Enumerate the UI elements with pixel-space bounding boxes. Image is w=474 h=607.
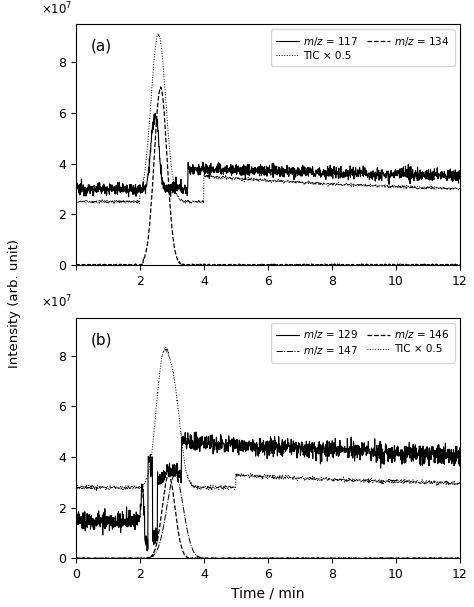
TIC × 0.5 <box>73 198 79 206</box>
$m/z$ = 117 <box>153 110 158 117</box>
$m/z$ = 146 <box>73 554 79 561</box>
Line: TIC × 0.5: TIC × 0.5 <box>76 33 460 204</box>
$m/z$ = 147 <box>201 555 206 562</box>
$m/z$ = 134 <box>73 261 79 268</box>
$m/z$ = 117 <box>237 166 242 173</box>
TIC × 0.5 <box>292 475 298 482</box>
TIC × 0.5 <box>155 30 161 37</box>
$m/z$ = 147 <box>457 555 463 562</box>
$m/z$ = 147 <box>172 471 178 478</box>
TIC × 0.5 <box>251 473 257 480</box>
$m/z$ = 134 <box>251 261 257 268</box>
Text: ×10$^7$: ×10$^7$ <box>41 1 72 17</box>
TIC × 0.5 <box>245 176 250 183</box>
Text: Intensity (arb. unit): Intensity (arb. unit) <box>8 239 21 368</box>
$m/z$ = 117 <box>457 167 463 174</box>
$m/z$ = 134 <box>158 83 164 90</box>
$m/z$ = 117 <box>73 186 79 193</box>
$m/z$ = 129 <box>118 524 124 531</box>
$m/z$ = 146 <box>292 555 298 562</box>
TIC × 0.5 <box>292 178 298 186</box>
Line: $m/z$ = 134: $m/z$ = 134 <box>76 87 460 265</box>
TIC × 0.5 <box>118 484 124 492</box>
$m/z$ = 117 <box>103 185 109 192</box>
TIC × 0.5 <box>187 200 192 208</box>
X-axis label: Time / min: Time / min <box>231 587 305 601</box>
$m/z$ = 147 <box>73 554 79 561</box>
TIC × 0.5 <box>103 486 109 493</box>
Text: ×10$^7$: ×10$^7$ <box>41 294 72 311</box>
$m/z$ = 146 <box>245 555 250 562</box>
$m/z$ = 146 <box>118 555 124 562</box>
TIC × 0.5 <box>73 484 79 491</box>
$m/z$ = 147 <box>292 555 298 562</box>
Line: $m/z$ = 129: $m/z$ = 129 <box>76 432 460 551</box>
Text: (a): (a) <box>91 39 112 53</box>
TIC × 0.5 <box>245 472 250 479</box>
$m/z$ = 146 <box>166 471 172 478</box>
$m/z$ = 146 <box>237 555 242 562</box>
$m/z$ = 117 <box>245 171 250 178</box>
$m/z$ = 134 <box>245 261 250 268</box>
Line: $m/z$ = 146: $m/z$ = 146 <box>76 475 460 558</box>
$m/z$ = 134 <box>237 261 242 268</box>
$m/z$ = 117 <box>126 193 131 200</box>
TIC × 0.5 <box>237 175 242 182</box>
Line: $m/z$ = 147: $m/z$ = 147 <box>76 475 460 558</box>
$m/z$ = 147 <box>237 555 242 562</box>
Line: TIC × 0.5: TIC × 0.5 <box>76 347 460 491</box>
$m/z$ = 134 <box>182 261 188 268</box>
$m/z$ = 117 <box>118 188 124 195</box>
$m/z$ = 129 <box>193 429 199 436</box>
$m/z$ = 129 <box>103 518 109 526</box>
$m/z$ = 147 <box>251 555 257 562</box>
$m/z$ = 134 <box>103 261 109 268</box>
$m/z$ = 129 <box>251 446 257 453</box>
TIC × 0.5 <box>103 198 109 206</box>
Legend: $m/z$ = 117, TIC × 0.5, $m/z$ = 134: $m/z$ = 117, TIC × 0.5, $m/z$ = 134 <box>271 30 455 66</box>
$m/z$ = 129 <box>292 444 298 451</box>
TIC × 0.5 <box>251 175 257 182</box>
TIC × 0.5 <box>118 197 124 205</box>
$m/z$ = 146 <box>251 555 257 562</box>
$m/z$ = 147 <box>103 555 109 562</box>
TIC × 0.5 <box>94 487 100 495</box>
$m/z$ = 129 <box>145 548 150 555</box>
$m/z$ = 147 <box>245 555 250 562</box>
Line: $m/z$ = 117: $m/z$ = 117 <box>76 114 460 197</box>
$m/z$ = 129 <box>237 436 242 444</box>
TIC × 0.5 <box>457 481 463 489</box>
$m/z$ = 134 <box>118 261 124 268</box>
$m/z$ = 134 <box>292 261 298 268</box>
$m/z$ = 129 <box>245 441 250 448</box>
$m/z$ = 147 <box>118 555 124 562</box>
$m/z$ = 117 <box>251 171 257 178</box>
$m/z$ = 146 <box>457 555 463 562</box>
$m/z$ = 129 <box>73 512 79 520</box>
$m/z$ = 129 <box>457 444 463 452</box>
Legend: $m/z$ = 129, $m/z$ = 147, $m/z$ = 146, TIC × 0.5: $m/z$ = 129, $m/z$ = 147, $m/z$ = 146, T… <box>271 323 455 362</box>
TIC × 0.5 <box>237 471 242 478</box>
TIC × 0.5 <box>457 185 463 192</box>
$m/z$ = 146 <box>140 555 146 562</box>
$m/z$ = 146 <box>103 555 109 562</box>
$m/z$ = 134 <box>457 260 463 268</box>
Text: (b): (b) <box>91 332 113 347</box>
$m/z$ = 117 <box>292 166 298 174</box>
TIC × 0.5 <box>163 344 169 351</box>
